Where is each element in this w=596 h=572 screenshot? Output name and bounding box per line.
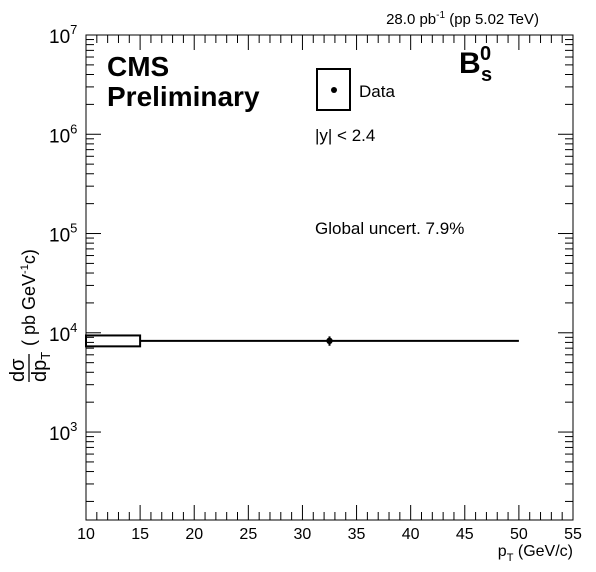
x-tick-label: 35 [348,526,366,543]
x-tick-label: 20 [185,526,203,543]
global-uncertainty-label: Global uncert. 7.9% [315,219,464,238]
svg-text:dσ: dσ [7,358,29,382]
cms-label: CMS [107,51,169,82]
x-tick-label: 50 [510,526,528,543]
x-tick-label: 40 [402,526,420,543]
x-tick-label: 55 [564,526,582,543]
luminosity-label: 28.0 pb-1 (pp 5.02 TeV) [386,10,539,28]
svg-text:dpT: dpT [29,352,53,382]
preliminary-label: Preliminary [107,81,260,112]
x-tick-label: 15 [131,526,149,543]
systematic-uncertainty-box [85,334,142,348]
y-tick-label: 103 [49,419,77,445]
y-axis-ticks: 103 104 105 106 107 [49,22,573,502]
data-marks [85,334,519,348]
y-tick-label: 106 [49,121,77,147]
x-tick-label: 25 [239,526,257,543]
x-tick-label: 10 [77,526,95,543]
y-tick-label: 105 [49,221,77,247]
legend-marker-box [316,68,351,111]
plot-frame [85,34,574,521]
rapidity-cut-label: |y| < 2.4 [315,126,375,145]
svg-text:( pb GeV-1c): ( pb GeV-1c) [19,249,39,346]
legend-label: Data [359,82,395,101]
y-axis-title: dσ dpT ( pb GeV-1c) [7,249,53,382]
y-tick-label: 104 [49,320,77,346]
x-tick-label: 30 [294,526,312,543]
data-point-marker [326,337,333,345]
x-axis-title: pT (GeV/c) [498,543,573,564]
legend-marker-dot [331,87,337,93]
particle-label: B0 s [459,43,492,86]
x-axis-ticks: 10 15 20 25 30 35 40 45 50 55 [77,35,582,543]
x-tick-label: 45 [456,526,474,543]
y-tick-label: 107 [49,22,77,48]
